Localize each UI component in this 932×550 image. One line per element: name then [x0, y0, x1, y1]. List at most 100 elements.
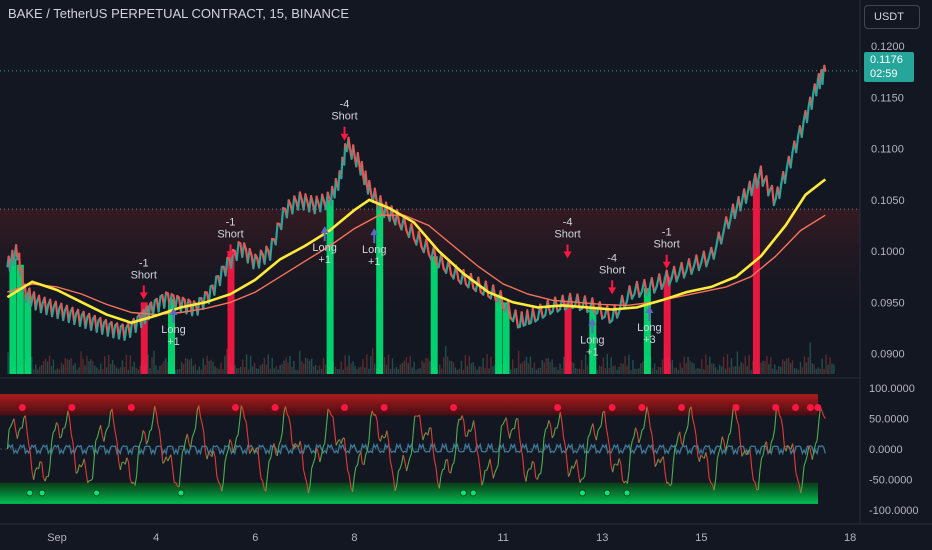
- oscillator-tick-label: 0.0000: [869, 444, 903, 456]
- short-label: Short: [331, 111, 357, 123]
- volume-bar: [523, 360, 526, 374]
- candle-segment: [274, 222, 279, 246]
- volume-bar: [360, 366, 362, 374]
- oscillator-tick-label: 100.0000: [869, 383, 915, 395]
- oscillator-segment: [194, 410, 198, 428]
- oscillator-segment: [394, 484, 398, 492]
- volume-bar: [484, 367, 486, 374]
- price-tick-label: 0.0900: [871, 349, 905, 361]
- volume-bar: [137, 369, 139, 374]
- oscillator-segment: [96, 430, 100, 438]
- oscillator-segment: [8, 426, 12, 430]
- currency-selector-button[interactable]: USDT: [864, 5, 920, 29]
- candle-segment: [727, 214, 733, 230]
- short-label: Short: [131, 269, 157, 281]
- volume-bar: [344, 355, 346, 374]
- oscillator-segment: [21, 417, 25, 429]
- candle-segment: [112, 324, 117, 339]
- oscillator-segment: [553, 427, 556, 436]
- volume-bar: [462, 369, 465, 374]
- volume-bar: [405, 357, 407, 374]
- oscillator-segment: [145, 439, 149, 445]
- volume-bar: [716, 369, 719, 374]
- volume-bar: [616, 369, 618, 374]
- volume-bar: [200, 369, 202, 374]
- oscillator-segment: [762, 445, 766, 456]
- oscillator-segment: [178, 467, 182, 487]
- volume-bar: [720, 366, 723, 374]
- oscillator-segment: [37, 461, 41, 470]
- oscillator-segment: [420, 428, 424, 441]
- volume-bar: [35, 364, 37, 374]
- volume-bar: [395, 367, 398, 374]
- slow-ma-line: [7, 214, 826, 316]
- volume-bar: [265, 364, 268, 374]
- volume-bar: [58, 369, 61, 374]
- volume-bar: [734, 366, 737, 374]
- volume-bar: [425, 358, 427, 374]
- volume-bar: [105, 367, 108, 374]
- candle-segment: [280, 206, 285, 231]
- oscillator-segment: [687, 409, 691, 426]
- volume-bar: [391, 358, 394, 374]
- oscillator-segment: [155, 412, 159, 426]
- oscillator-segment: [738, 424, 741, 442]
- oscillator-segment: [208, 452, 211, 455]
- candle-segment: [95, 319, 100, 333]
- candle-segment: [321, 193, 326, 203]
- volume-bar: [350, 363, 352, 374]
- candle-segment: [168, 293, 173, 309]
- volume-bar: [218, 369, 220, 374]
- candle-segment: [675, 273, 681, 283]
- candle-segment: [733, 206, 738, 220]
- volume-bar: [310, 358, 313, 374]
- volume-bar: [90, 359, 92, 374]
- oscillator-segment: [518, 435, 522, 449]
- oscillator-segment: [605, 426, 609, 437]
- volume-bar: [456, 369, 459, 374]
- volume-bar: [803, 356, 806, 374]
- oscillator-segment: [597, 427, 601, 432]
- volume-bar: [273, 368, 275, 374]
- candle-segment: [364, 170, 368, 186]
- volume-bar: [762, 360, 764, 374]
- volume-bar: [695, 368, 697, 374]
- volume-bar: [291, 366, 293, 374]
- oscillator-segment: [653, 450, 656, 467]
- oscillator-segment: [244, 418, 247, 423]
- candle-segment: [402, 215, 408, 232]
- oscillator-segment: [60, 427, 64, 437]
- volume-bar: [829, 357, 831, 374]
- overbought-dot: [772, 404, 780, 412]
- volume-bar: [421, 360, 423, 374]
- oscillator-segment: [549, 424, 553, 438]
- oscillator-segment: [374, 414, 378, 422]
- volume-bar: [742, 363, 744, 374]
- volume-bar: [40, 365, 43, 374]
- resistance-zone: [0, 209, 860, 318]
- oscillator-segment: [618, 458, 622, 464]
- volume-bar: [632, 359, 634, 374]
- volume-bar: [640, 363, 642, 374]
- oscillator-segment: [28, 444, 31, 454]
- volume-bar: [88, 361, 90, 374]
- candle-segment: [101, 321, 106, 335]
- oscillator-segment: [599, 425, 602, 429]
- volume-bar: [409, 356, 411, 374]
- candle-segment: [821, 70, 825, 86]
- volume-bar: [121, 360, 124, 374]
- candle-segment: [702, 250, 708, 268]
- oscillator-segment: [221, 482, 224, 492]
- volume-bar: [117, 368, 120, 374]
- volume-bar: [783, 361, 786, 374]
- overbought-dot: [638, 404, 646, 412]
- volume-bar: [809, 342, 811, 374]
- volume-bar: [356, 368, 358, 374]
- volume-bar: [533, 362, 536, 374]
- oscillator-segment: [159, 430, 162, 447]
- volume-bar: [490, 356, 492, 374]
- volume-bar: [681, 367, 683, 374]
- bar-countdown: 02:59: [870, 68, 898, 80]
- volume-bar: [608, 367, 610, 374]
